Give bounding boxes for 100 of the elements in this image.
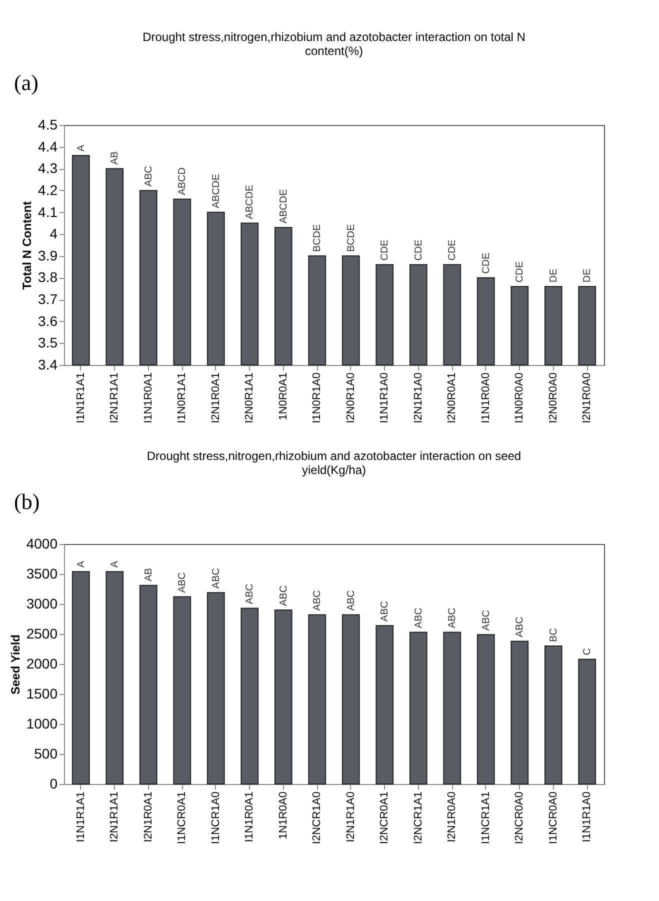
data-label: CDE [447,239,458,261]
data-label: ABC [447,608,458,628]
x-tick-label: I2N1R1A0 [412,372,424,424]
y-tick-label: 1500 [26,686,58,702]
data-label: BC [548,628,560,642]
data-label: ABC [380,601,391,622]
x-tick-label: I2NCR1A1 [412,792,424,844]
x-tick-label: 1N0R0A1 [277,372,290,420]
x-tick-label: I1N0R0A0 [514,372,526,424]
data-label: ABC [210,568,222,589]
bar [274,610,292,784]
y-tick-label: 3.9 [38,247,58,264]
x-tick-label: I2N1R0A1 [142,792,154,842]
bar [173,596,192,784]
bar [139,584,158,784]
y-tick-label: 2000 [26,656,58,672]
x-tick-label: I1N1R0A1 [244,792,256,842]
bar [409,632,428,784]
x-tick-label: I1N1R1A0 [378,372,391,424]
text: (a) [14,70,38,95]
x-tick-label: I1NCR0A1 [176,792,188,844]
data-label: ABCDE [278,188,290,224]
x-tick-label: I2N0R1A1 [244,372,256,424]
y-tick-label: 3000 [26,596,58,612]
data-label: ABC [413,608,424,628]
data-label: DE [548,268,560,282]
x-tick-label: I2N1R1A1 [108,792,121,842]
x-tick-label: I2N1R0A1 [210,372,222,424]
y-tick-label: 4 [50,226,58,242]
data-label: BCDE [312,224,324,252]
x-tick-label: I2N0R0A1 [446,372,458,424]
y-tick-label: 2500 [26,626,58,642]
x-tick-label: I2N0R1A0 [344,372,357,424]
x-tick-label: I2NCR0A0 [514,792,526,844]
data-label: ABC [514,616,526,638]
y-tick-label: 0 [50,776,58,792]
x-tick-label: I2N1R1A0 [344,792,357,842]
data-label: A [76,144,87,152]
bar [308,614,326,784]
x-tick-label: I1N1R0A0 [480,372,492,424]
y-tick-label: 1000 [26,716,58,732]
data-label: DE [582,268,594,282]
bar [106,571,124,784]
data-label: ABCDE [244,184,256,220]
x-tick-label: I2NCR1A0 [311,792,324,844]
x-tick-label: I1N1R1A1 [74,792,87,842]
x-tick-label: I1N0R1A1 [176,372,188,424]
x-tick-label: I1N1R0A1 [142,372,154,424]
y-axis-title: Seed Yield [8,634,22,695]
data-label: ABC [346,590,357,611]
x-tick-label: I1NCR0A0 [547,792,560,844]
y-tick-label: 4.5 [38,116,58,132]
data-label: ABCDE [210,173,222,208]
x-tick-label: I1N1R1A0 [581,792,594,842]
x-tick-label: I1N1R1A1 [74,372,87,424]
x-tick-label: I2N1R0A0 [446,792,458,842]
data-label: CDE [413,239,424,261]
data-label: A [110,560,121,568]
x-tick-label: I2N1R1A1 [108,372,121,424]
data-label: AB [110,150,121,165]
data-label: CDE [480,252,492,274]
x-tick-label: I2NCR0A1 [378,792,391,844]
y-tick-label: 3500 [26,566,58,582]
data-label: CDE [514,261,526,282]
bar [342,614,360,784]
chart-title: Drought stress,nitrogen,rhizobium and azotobacter interaction on total N content(%) [142,30,526,58]
y-tick-label: 3.5 [38,334,58,351]
y-tick-label: 3.7 [38,291,58,308]
data-label: ABC [480,610,492,631]
y-tick-label: 3.8 [38,269,58,286]
x-tick-label: I1NCR1A0 [210,792,222,844]
x-tick-label: I1N0R1A0 [311,372,324,424]
data-label: C [582,648,594,656]
bar [206,592,225,784]
bar [443,632,462,784]
y-tick-label: 3.4 [38,356,58,372]
data-label: ABC [143,166,154,186]
y-axis-title: Total N Content [20,201,34,290]
y-tick-label: 4000 [26,536,58,552]
y-tick-label: 3.6 [38,312,58,329]
data-label: A [76,560,87,568]
y-tick-label: 4.2 [38,182,58,198]
data-label: ABC [312,590,324,611]
chart-title: Drought stress,nitrogen,rhizobium and azotobacter interaction on seed yield(Kg/ha) [146,449,522,477]
x-tick-label: I2N1R0A0 [581,372,594,424]
y-tick-label: 500 [34,746,58,762]
data-label: ABC [244,584,256,604]
bar [510,640,529,784]
bar [72,571,90,784]
x-tick-label: I1NCR1A1 [480,792,492,844]
data-label: CDE [380,239,391,261]
data-label: BCDE [346,224,357,252]
x-tick-label: 1N1R0A0 [277,792,290,840]
y-tick-label: 4.3 [38,160,58,176]
bar [476,634,495,784]
data-label: ABC [278,585,290,606]
y-tick-label: 4.1 [38,204,58,220]
x-tick-label: I2N0R0A0 [547,372,560,424]
y-tick-label: 4.4 [38,138,58,154]
text: (b) [14,489,40,514]
